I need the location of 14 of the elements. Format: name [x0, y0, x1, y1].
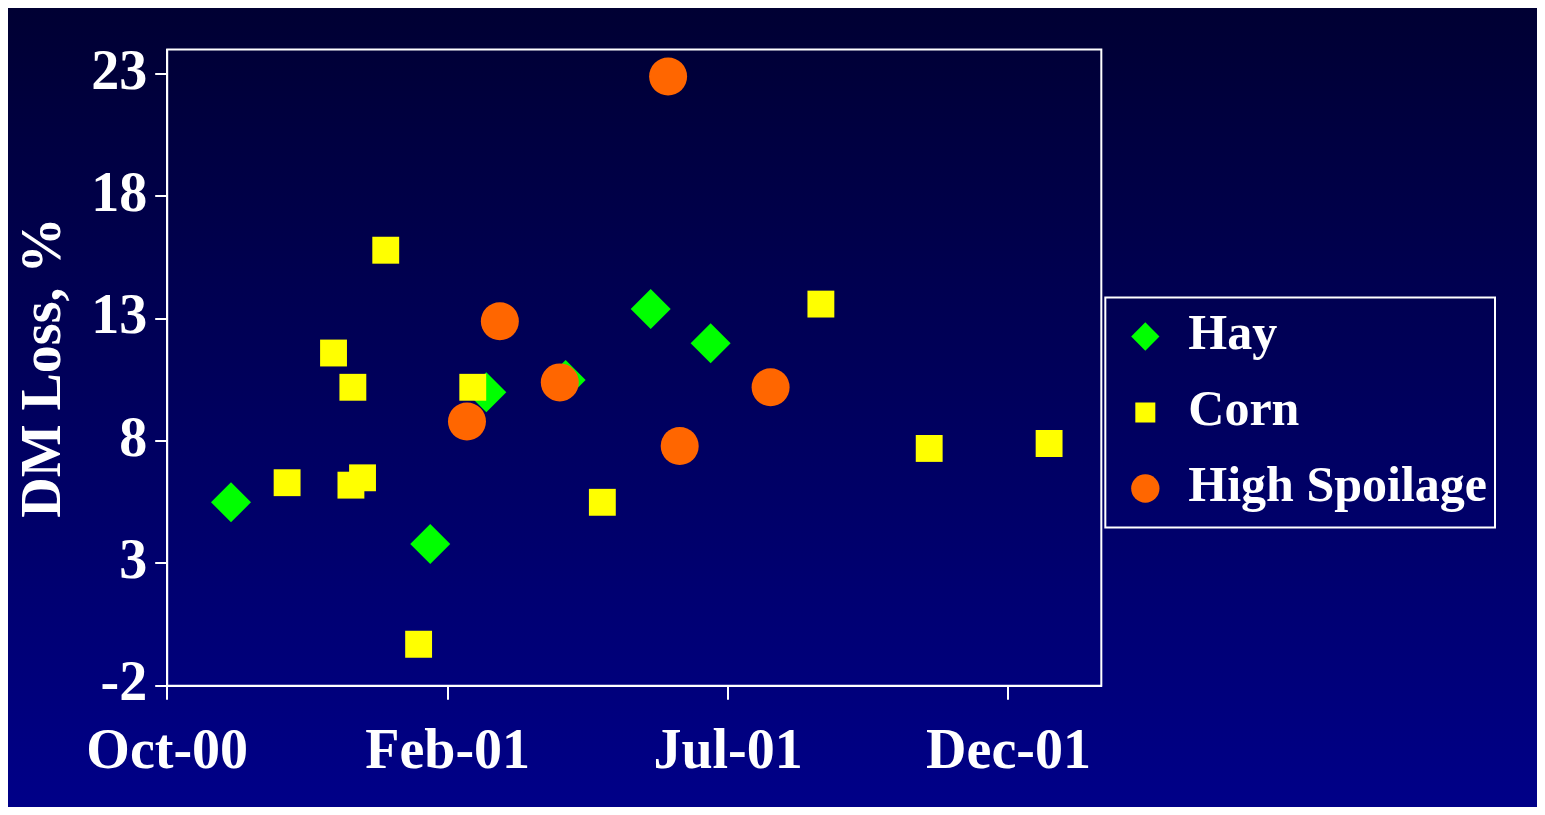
legend-label: Hay [1188, 304, 1278, 361]
y-tick-label: 3 [119, 527, 148, 590]
y-tick-label: 18 [91, 160, 148, 223]
y-tick-label: -2 [100, 650, 148, 713]
x-tick-label: Dec-01 [926, 717, 1091, 780]
y-axis-title: DM Loss, % [10, 217, 73, 518]
legend-label: Corn [1188, 380, 1300, 437]
y-tick-label: 13 [91, 283, 148, 346]
legend-label: High Spoilage [1188, 456, 1488, 513]
x-tick-label: Jul-01 [653, 717, 803, 780]
x-tick-label: Oct-00 [86, 717, 249, 780]
y-tick-label: 23 [91, 38, 148, 101]
x-tick-label: Feb-01 [365, 717, 531, 780]
y-tick-label: 8 [119, 405, 148, 468]
